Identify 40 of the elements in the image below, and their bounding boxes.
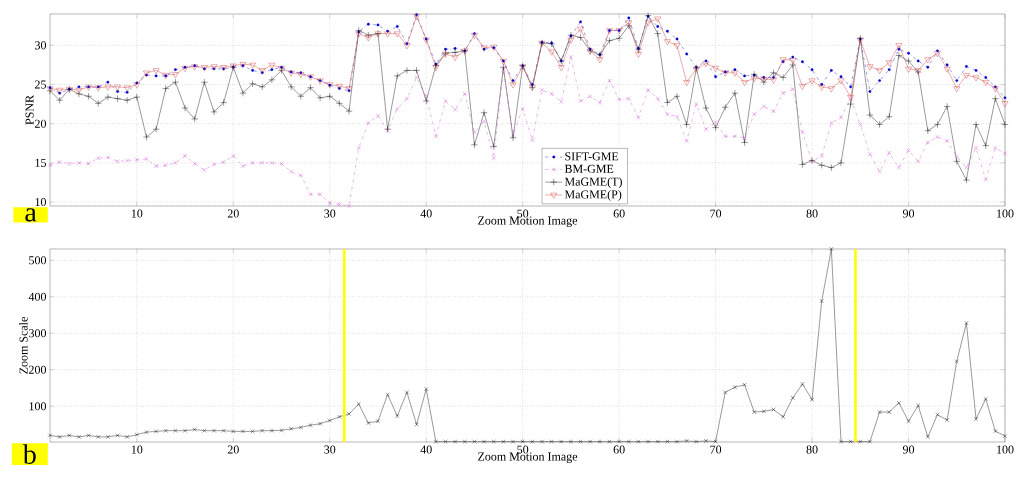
legend-label: MaGME(P)	[564, 190, 622, 201]
x-tick-label: 50	[517, 209, 529, 218]
x-tick-label: 80	[806, 209, 818, 218]
x-tick-label: 50	[517, 445, 529, 454]
x-tick-label: 40	[420, 209, 432, 218]
x-tick-label: 80	[806, 445, 818, 454]
x-tick-label: 90	[902, 445, 915, 454]
y-tick-label: 20	[35, 119, 47, 128]
x-tick-label: 10	[131, 209, 143, 218]
y-tick-label: 500	[29, 256, 47, 265]
legend-label: MaGME(T)	[564, 177, 622, 189]
y-tick-label: 400	[28, 292, 47, 301]
x-tick-label: 20	[227, 445, 239, 454]
y-axis-title: PSNR	[25, 95, 34, 125]
y-tick-label: 100	[29, 402, 47, 411]
text: b	[22, 444, 36, 464]
x-tick-label: 20	[227, 209, 239, 218]
y-tick-label: 15	[35, 158, 47, 167]
x-tick-label: 40	[420, 445, 432, 454]
x-axis-title: Zoom Motion Image	[478, 452, 578, 464]
y-axis-title: Zoom Scale	[19, 317, 28, 374]
x-tick-label: 10	[131, 445, 143, 454]
legend-label: BM-GME	[564, 164, 614, 173]
y-tick-label: 30	[35, 41, 47, 50]
x-tick-label: 60	[613, 209, 625, 218]
y-tick-label: 200	[29, 365, 47, 374]
text: a	[25, 208, 37, 222]
legend-label: SIFT-GME	[565, 152, 619, 161]
x-tick-label: 100	[997, 209, 1014, 218]
x-tick-label: 100	[997, 445, 1014, 454]
x-tick-label: 30	[324, 445, 336, 454]
y-tick-label: 300	[29, 329, 47, 338]
x-axis-title: Zoom Motion Image	[478, 216, 578, 228]
x-tick-label: 70	[710, 445, 722, 454]
x-tick-label: 70	[710, 209, 722, 218]
x-tick-label: 60	[613, 445, 625, 454]
x-tick-label: 30	[324, 209, 336, 218]
y-tick-label: 10	[35, 198, 47, 207]
x-tick-label: 90	[902, 209, 915, 218]
y-tick-label: 25	[35, 80, 47, 89]
